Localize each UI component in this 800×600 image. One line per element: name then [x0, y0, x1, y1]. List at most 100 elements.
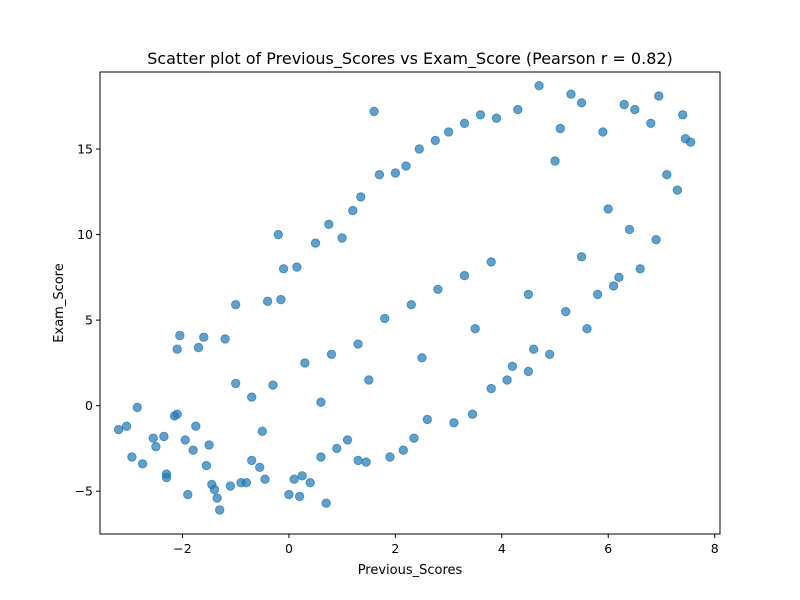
scatter-point	[433, 284, 443, 294]
scatter-point	[172, 344, 182, 354]
scatter-point	[545, 349, 555, 359]
scatter-point	[646, 118, 656, 129]
scatter-point	[276, 294, 286, 305]
scatter-point	[292, 262, 302, 272]
scatter-point	[310, 238, 321, 248]
scatter-point	[257, 426, 267, 436]
scatter-point	[598, 127, 608, 137]
scatter-point	[459, 118, 470, 129]
scatter-point	[289, 474, 299, 484]
y-axis: −5 0 5 10 15	[75, 142, 100, 499]
scatter-point	[406, 300, 416, 310]
scatter-point	[534, 81, 544, 91]
scatter-point	[172, 409, 182, 419]
scatter-point	[294, 491, 305, 502]
scatter-point	[353, 339, 363, 349]
x-tick-label: 4	[498, 541, 506, 556]
scatter-point	[662, 170, 672, 180]
scatter-point	[356, 192, 366, 202]
scatter-points	[113, 81, 696, 515]
x-tick-label: 6	[604, 541, 612, 556]
scatter-point	[127, 452, 137, 462]
scatter-point	[137, 459, 148, 469]
scatter-point	[191, 421, 201, 431]
scatter-point	[278, 264, 289, 274]
scatter-point	[353, 455, 363, 466]
scatter-point	[449, 418, 459, 428]
scatter-point	[199, 332, 209, 342]
scatter-point	[268, 380, 278, 390]
scatter-point	[576, 98, 587, 108]
scatter-point	[507, 361, 518, 371]
scatter-point	[215, 505, 225, 515]
y-tick-label: 15	[77, 142, 93, 157]
scatter-point	[300, 358, 310, 368]
scatter-point	[430, 135, 440, 146]
scatter-point	[193, 342, 204, 353]
scatter-point	[385, 452, 395, 462]
scatter-point	[183, 489, 193, 500]
scatter-point	[635, 264, 645, 274]
scatter-point	[324, 219, 334, 230]
scatter-point	[225, 481, 236, 491]
scatter-point	[201, 460, 212, 471]
scatter-point	[348, 205, 358, 216]
scatter-point	[332, 443, 342, 454]
y-axis-label: Exam_Score	[52, 263, 67, 342]
x-axis-label: Previous_Scores	[358, 563, 463, 578]
scatter-point	[651, 235, 661, 245]
scatter-point	[161, 472, 172, 483]
scatter-point	[513, 104, 523, 115]
scatter-point	[113, 424, 124, 435]
scatter-point	[255, 462, 265, 472]
scatter-point	[369, 106, 379, 117]
scatter-point	[398, 445, 408, 455]
scatter-point	[630, 104, 640, 115]
scatter-point	[409, 433, 419, 443]
scatter-point	[204, 440, 214, 450]
scatter-point	[337, 233, 347, 243]
scatter-point	[502, 375, 512, 385]
scatter-point	[603, 204, 613, 214]
scatter-point	[486, 257, 496, 267]
scatter-point	[654, 91, 664, 101]
scatter-point	[566, 89, 576, 99]
scatter-point	[297, 471, 307, 481]
scatter-point	[262, 296, 273, 306]
scatter-point	[401, 161, 411, 171]
scatter-point	[624, 224, 635, 235]
scatter-point	[260, 474, 270, 484]
y-tick-label: 10	[77, 227, 93, 242]
scatter-point	[529, 344, 539, 354]
scatter-point	[390, 168, 401, 178]
scatter-point	[467, 409, 478, 419]
scatter-point	[380, 313, 390, 324]
scatter-point	[414, 144, 424, 154]
scatter-point	[209, 484, 220, 495]
x-tick-label: −2	[173, 541, 191, 556]
scatter-point	[614, 272, 624, 282]
scatter-point	[608, 281, 619, 291]
scatter-point	[470, 324, 480, 334]
scatter-point	[342, 435, 353, 445]
scatter-point	[459, 270, 470, 281]
scatter-point	[486, 383, 496, 394]
scatter-point	[284, 489, 294, 500]
scatter-point	[188, 445, 198, 455]
scatter-point	[686, 137, 696, 147]
y-tick-label: 0	[85, 398, 93, 413]
scatter-point	[364, 375, 374, 385]
x-tick-label: 2	[391, 541, 399, 556]
scatter-point	[361, 457, 371, 467]
scatter-point	[672, 185, 683, 195]
scatter-point	[555, 123, 565, 134]
scatter-point	[576, 252, 587, 262]
scatter-point	[151, 442, 161, 452]
scatter-point	[212, 493, 222, 503]
scatter-point	[241, 478, 252, 488]
scatter-point	[148, 433, 158, 443]
x-tick-label: 0	[285, 541, 293, 556]
scatter-point	[231, 378, 241, 389]
scatter-point	[374, 170, 385, 180]
